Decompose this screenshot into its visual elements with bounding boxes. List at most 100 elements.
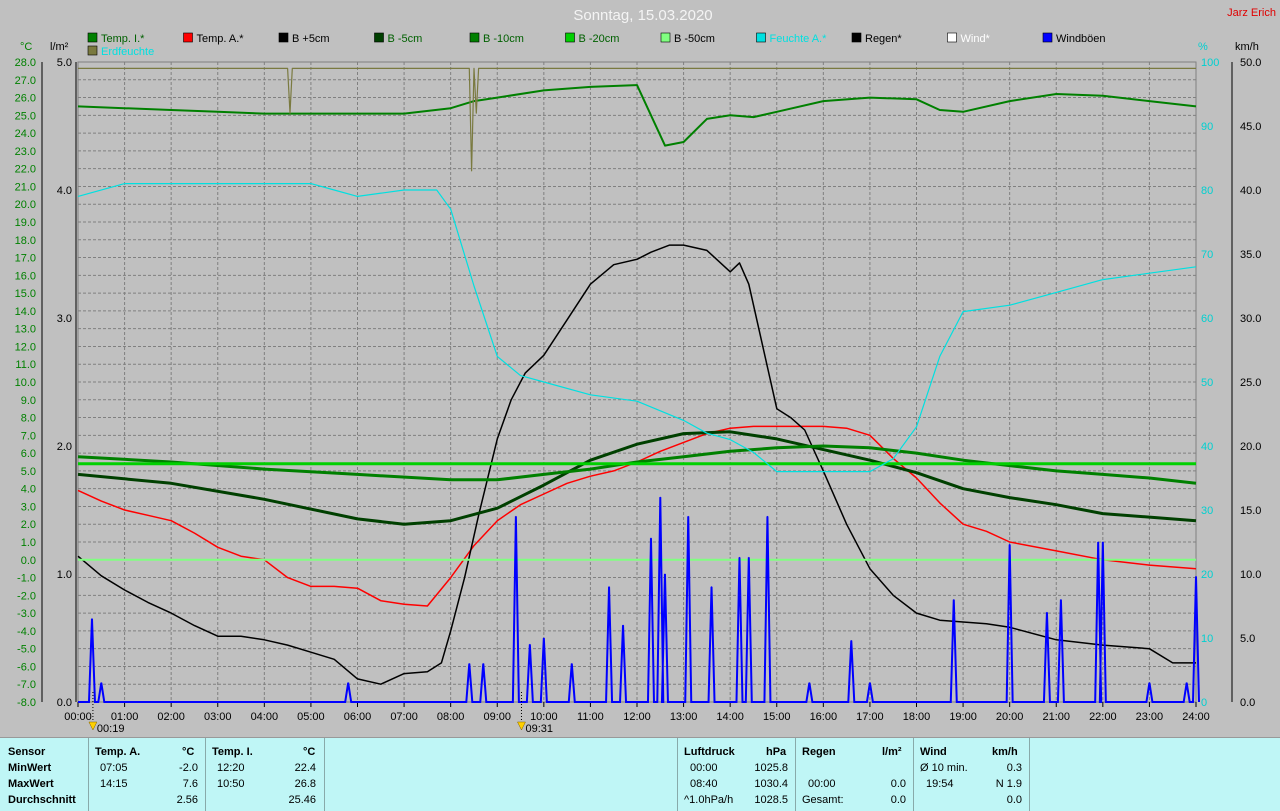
legend-label-b_50: B -50cm bbox=[674, 33, 715, 45]
legend-label-erdfeuchte: Erdfeuchte bbox=[101, 46, 154, 58]
temp-tick-label: 10.0 bbox=[15, 377, 36, 389]
luftdruck-max-time: 08:40 bbox=[690, 778, 718, 790]
temp-a-min-val: -2.0 bbox=[179, 762, 198, 774]
point-windboeen bbox=[711, 586, 713, 588]
temp-tick-label: 11.0 bbox=[15, 359, 36, 371]
x-tick-label: 06:00 bbox=[344, 711, 372, 723]
pct-tick-label: 100 bbox=[1201, 57, 1219, 69]
series-b_10 bbox=[77, 444, 1197, 485]
temp-a-max-val: 7.6 bbox=[182, 778, 198, 790]
x-tick-label: 18:00 bbox=[903, 711, 931, 723]
x-tick-label: 07:00 bbox=[390, 711, 418, 723]
wind-tick-label: 0.0 bbox=[1240, 697, 1255, 709]
temp-axis-unit: °C bbox=[20, 41, 32, 53]
temp-i-min-val: 22.4 bbox=[294, 762, 316, 774]
rain-tick-label: 5.0 bbox=[57, 57, 72, 69]
point-windboeen bbox=[1195, 576, 1197, 578]
wind-unit: km/h bbox=[992, 746, 1018, 758]
temp-tick-label: 26.0 bbox=[15, 93, 36, 105]
luftdruck-min-val: 1025.8 bbox=[754, 762, 788, 774]
time-markers: 00:19 09:31 bbox=[88, 692, 553, 735]
x-tick-label: 08:00 bbox=[437, 711, 465, 723]
stats-avg-label: Durchschnitt bbox=[8, 794, 76, 806]
legend-label-feuchte: Feuchte A.* bbox=[770, 33, 828, 45]
point-windboeen bbox=[738, 556, 740, 558]
point-windboeen bbox=[482, 663, 484, 665]
legend-label-b_5: B -5cm bbox=[388, 33, 423, 45]
temp-tick-label: 8.0 bbox=[21, 413, 36, 425]
wind-avg-label: Ø 10 min. bbox=[920, 762, 968, 774]
marker-icon bbox=[88, 721, 98, 731]
temp-tick-label: -2.0 bbox=[17, 590, 36, 602]
legend-swatch-temp_a bbox=[183, 32, 193, 43]
x-tick-label: 12:00 bbox=[623, 711, 651, 723]
temp-i-title: Temp. I. bbox=[212, 746, 253, 758]
legend: Temp. I.* Temp. A.* B +5cm B -5cm B -10cm B -… bbox=[87, 32, 1106, 58]
point-windboeen bbox=[1097, 541, 1099, 543]
pct-tick-label: 80 bbox=[1201, 185, 1213, 197]
x-tick-label: 14:00 bbox=[716, 711, 744, 723]
luftdruck-max-val: 1030.4 bbox=[754, 778, 788, 790]
wind-tick-label: 30.0 bbox=[1240, 313, 1261, 325]
series-windboeen bbox=[78, 497, 1200, 703]
point-windboeen bbox=[468, 663, 470, 665]
chart-title: Sonntag, 15.03.2020 bbox=[573, 7, 712, 24]
point-windboeen bbox=[529, 643, 531, 645]
wind-tick-label: 35.0 bbox=[1240, 249, 1261, 261]
temp-i-unit: °C bbox=[303, 746, 316, 758]
temp-tick-label: 4.0 bbox=[21, 484, 36, 496]
pct-tick-label: 60 bbox=[1201, 313, 1213, 325]
rain-tick-label: 2.0 bbox=[57, 441, 72, 453]
temp-a-unit: °C bbox=[182, 746, 195, 758]
wind-tick-label: 50.0 bbox=[1240, 57, 1261, 69]
point-windboeen bbox=[766, 515, 768, 517]
x-tick-label: 05:00 bbox=[297, 711, 325, 723]
wind-max-val: N 1.9 bbox=[995, 778, 1022, 790]
temp-a-max-time: 14:15 bbox=[100, 778, 128, 790]
legend-label-temp_a: Temp. A.* bbox=[197, 33, 245, 45]
regen-max-val: 0.0 bbox=[890, 778, 906, 790]
x-tick-label: 09:00 bbox=[483, 711, 511, 723]
temp-a-title: Temp. A. bbox=[95, 746, 141, 758]
temp-tick-label: -6.0 bbox=[17, 661, 36, 673]
temp-tick-label: 6.0 bbox=[21, 448, 36, 460]
x-tick-label: 11:00 bbox=[577, 711, 604, 723]
wind-title: Wind bbox=[920, 746, 947, 758]
legend-swatch-wind bbox=[947, 32, 957, 43]
regen-title: Regen bbox=[802, 746, 836, 758]
temp-tick-label: 20.0 bbox=[15, 199, 36, 211]
legend-label-windboeen: Windböen bbox=[1056, 33, 1106, 45]
temp-tick-label: -3.0 bbox=[17, 608, 36, 620]
point-windboeen bbox=[869, 682, 871, 684]
x-tick-label: 10:00 bbox=[530, 711, 558, 723]
legend-swatch-erdfeuchte bbox=[87, 45, 98, 56]
point-windboeen bbox=[808, 682, 810, 684]
legend-swatch-temp_i bbox=[87, 32, 98, 43]
temp-tick-label: -8.0 bbox=[17, 697, 36, 709]
point-windboeen bbox=[1060, 599, 1062, 601]
regen-total-label: Gesamt: bbox=[802, 794, 844, 806]
series-b5 bbox=[77, 244, 1196, 685]
point-windboeen bbox=[650, 537, 652, 539]
wind-tick-label: 45.0 bbox=[1240, 121, 1261, 133]
pct-tick-label: 50 bbox=[1201, 377, 1213, 389]
x-tick-label: 17:00 bbox=[856, 711, 884, 723]
wind-tick-label: 25.0 bbox=[1240, 377, 1261, 389]
series-erdfeuchte bbox=[78, 67, 1196, 172]
luftdruck-avg: 1028.5 bbox=[754, 794, 788, 806]
point-windboeen bbox=[659, 496, 661, 498]
temp-tick-label: 22.0 bbox=[15, 164, 36, 176]
point-windboeen bbox=[1046, 611, 1048, 613]
pct-tick-label: 0 bbox=[1201, 697, 1207, 709]
wind-avg: 0.0 bbox=[1006, 794, 1022, 806]
wind-tick-label: 20.0 bbox=[1240, 441, 1261, 453]
legend-swatch-b_20 bbox=[565, 32, 575, 43]
point-windboeen bbox=[1148, 682, 1150, 684]
regen-max-time: 00:00 bbox=[808, 778, 836, 790]
temp-tick-label: -4.0 bbox=[17, 626, 36, 638]
regen-total: 0.0 bbox=[890, 794, 906, 806]
series-layer bbox=[77, 67, 1200, 703]
x-tick-label: 02:00 bbox=[157, 711, 185, 723]
wind-tick-label: 5.0 bbox=[1240, 633, 1255, 645]
rain-tick-label: 3.0 bbox=[57, 313, 72, 325]
